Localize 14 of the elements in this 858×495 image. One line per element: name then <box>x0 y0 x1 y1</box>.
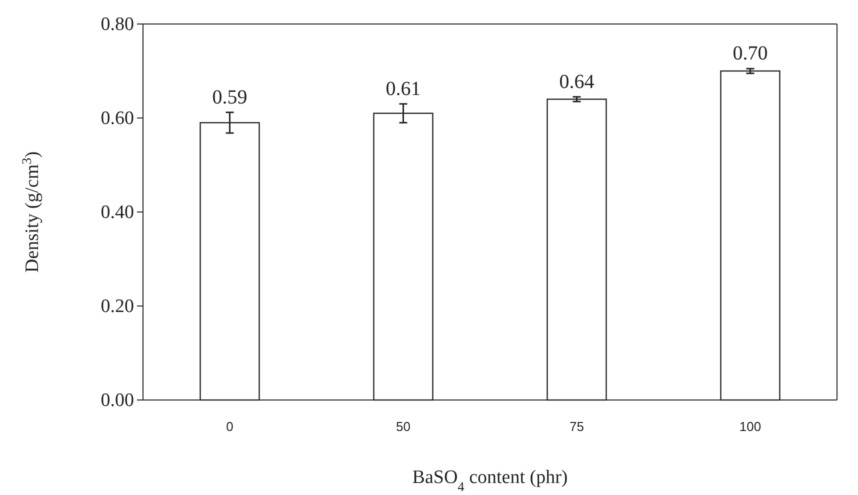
x-tick-label: 0 <box>226 419 234 434</box>
data-label: 0.64 <box>559 70 594 93</box>
x-tick-label: 50 <box>396 419 410 434</box>
y-tick-label: 0.40 <box>100 202 134 224</box>
y-tick-label: 0.20 <box>100 296 134 318</box>
data-label: 0.61 <box>386 78 421 100</box>
y-tick-label: 0.00 <box>100 390 134 412</box>
y-tick-label: 0.80 <box>100 14 134 36</box>
y-tick-label: 0.60 <box>100 108 134 130</box>
data-label: 0.70 <box>732 42 768 65</box>
data-label: 0.59 <box>212 86 248 108</box>
x-tick-label: 75 <box>570 419 584 434</box>
x-axis-title: BaSO$_{4}$ content (phr) <box>412 467 568 494</box>
x-tick-label: 100 <box>739 419 762 434</box>
